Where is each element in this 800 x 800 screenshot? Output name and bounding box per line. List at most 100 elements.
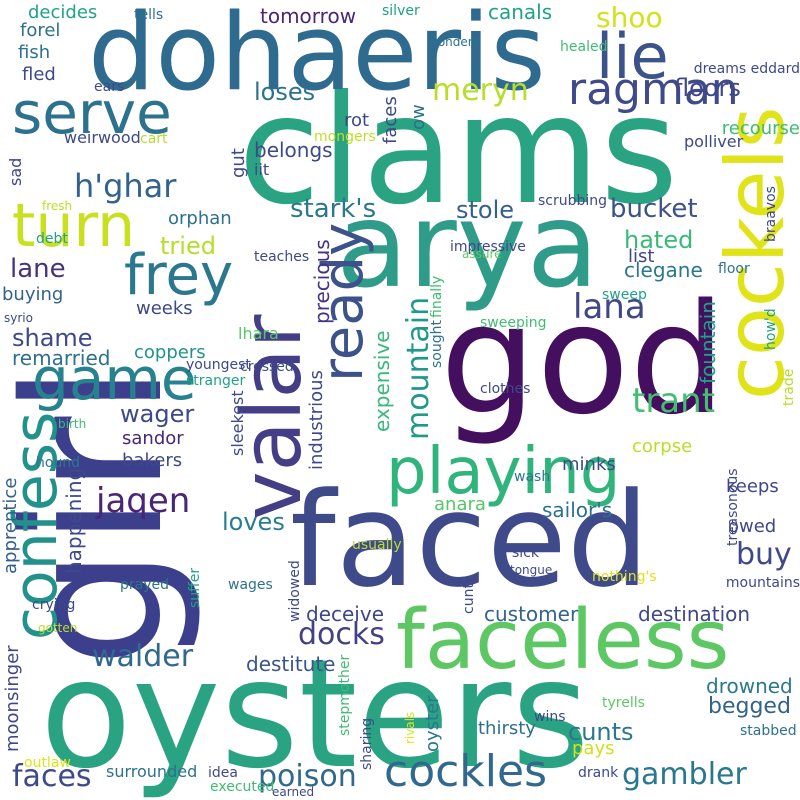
word-teaches: dreams eddard — [693, 61, 800, 77]
word-stole: stole — [456, 196, 515, 224]
word-lana: lana — [573, 287, 646, 327]
word-clothes: sweep — [602, 287, 647, 303]
word-remarried: remarried — [12, 346, 111, 370]
word-hall: drank — [578, 765, 619, 781]
word-silver: mongers — [314, 129, 376, 145]
word-harbor: idea — [208, 765, 238, 781]
word-destitute: destitute — [246, 652, 336, 676]
word-cockles: cockles — [384, 746, 548, 797]
word-clegane: clegane — [624, 258, 703, 282]
word-hated: hated — [624, 226, 694, 254]
word-earned: stabbed — [740, 723, 797, 739]
word-corpse: corpse — [632, 436, 693, 457]
word-polliver: ow — [408, 104, 429, 130]
word-widowed: wash — [514, 469, 551, 485]
word-crying: sick — [512, 545, 539, 561]
word-gambler: gambler — [622, 757, 747, 792]
word-tomorrow: tomorrow — [260, 4, 357, 28]
word-dohaeris: dohaeris — [88, 0, 546, 114]
word-treasonous: stranger — [186, 373, 246, 389]
word-tried: tried — [160, 232, 216, 260]
word-nothings: widowed — [287, 560, 303, 622]
word-clams: clams — [238, 64, 679, 238]
word-orphan: orphan — [168, 208, 232, 229]
word-idea: wins — [534, 709, 566, 725]
word-industrious: industrious — [306, 370, 327, 470]
word-fresh: wonders — [428, 35, 479, 49]
word-debt: healed — [560, 39, 608, 55]
word-gotten: tongue — [510, 563, 553, 577]
word-oyster: oyster — [422, 695, 443, 752]
word-destination: destination — [638, 602, 751, 626]
word-wonders: weirwood — [64, 128, 141, 147]
word-executed: tyrells — [602, 695, 645, 711]
word-happening: happening — [62, 467, 86, 574]
word-floors: floors — [674, 74, 741, 102]
word-playing: playing — [386, 435, 621, 509]
word-wash: youngest — [186, 357, 251, 373]
word-game: game — [32, 345, 197, 413]
word-weeks: teaches — [254, 249, 310, 265]
word-sleekest: sought — [429, 320, 445, 368]
word-deceive: deceive — [306, 602, 384, 626]
word-shoo: shoo — [596, 1, 663, 34]
word-trade: syrio — [4, 311, 33, 325]
word-outlaw: rivals — [403, 711, 417, 744]
word-finally: scrubbing — [538, 193, 608, 209]
word-meryn: meryn — [432, 73, 529, 108]
word-lhara: finally — [429, 275, 445, 318]
word-faceless: faceless — [396, 593, 730, 688]
word-oysters: oysters — [40, 628, 590, 800]
word-buy: buy — [736, 537, 792, 572]
word-customer: customer — [484, 602, 579, 626]
word-forel: forel — [20, 20, 61, 41]
word-mountains: usually — [352, 537, 402, 553]
word-hghar: h'ghar — [74, 167, 177, 205]
word-coppers: coppers — [134, 342, 206, 363]
word-sailors: sailor's — [542, 498, 613, 522]
word-tyrells: gotten — [38, 621, 78, 635]
word-tells: polliver — [684, 132, 744, 151]
word-sweep: assure — [462, 247, 502, 261]
word-fled: fled — [22, 64, 56, 85]
word-jaqen: jaqen — [96, 481, 191, 521]
word-fountain: fountain — [696, 301, 720, 384]
word-drove: executed — [210, 779, 275, 795]
word-braavos: tells — [134, 7, 164, 23]
word-stranger: trade — [781, 368, 797, 406]
word-canals: canals — [488, 0, 553, 24]
word-howd: weeks — [136, 298, 193, 319]
word-drank: outlaw — [24, 755, 71, 771]
word-usually: treasonous — [725, 468, 741, 546]
word-pays: pays — [572, 738, 615, 759]
word-poison: poison — [258, 759, 357, 794]
word-floor: debt — [36, 231, 68, 247]
word-recourse: faces — [380, 96, 401, 144]
word-assure: fresh — [42, 199, 73, 213]
word-stepmother: cunt — [461, 583, 477, 614]
word-ragman: ragman — [568, 64, 739, 115]
word-healed: cart — [140, 131, 168, 147]
word-suffer: birth — [58, 417, 87, 431]
word-statue: surrounded — [106, 762, 198, 781]
word-sick: prayed — [120, 577, 170, 593]
word-birth: clothes — [480, 381, 531, 397]
word-scrubbing: silver — [382, 3, 420, 19]
word-owed: owed — [728, 516, 777, 537]
word-walder: walder — [92, 639, 194, 674]
word-god: god — [440, 271, 726, 448]
word-hound: crossed — [240, 359, 294, 375]
word-rot: rot — [344, 110, 370, 131]
word-sweeping: floor — [718, 261, 750, 277]
word-arya: arya — [336, 176, 599, 314]
word-dreams-eddard: ears — [94, 79, 125, 95]
word-shame: shame — [12, 324, 93, 352]
word-cart: sad — [6, 157, 25, 186]
word-faces: faces — [12, 759, 92, 794]
word-lie: lie — [596, 20, 669, 93]
word-buying: buying — [2, 284, 64, 305]
word-lane: lane — [10, 254, 66, 284]
word-wins: crying — [32, 597, 76, 613]
word-belongs: belongs — [254, 138, 333, 162]
